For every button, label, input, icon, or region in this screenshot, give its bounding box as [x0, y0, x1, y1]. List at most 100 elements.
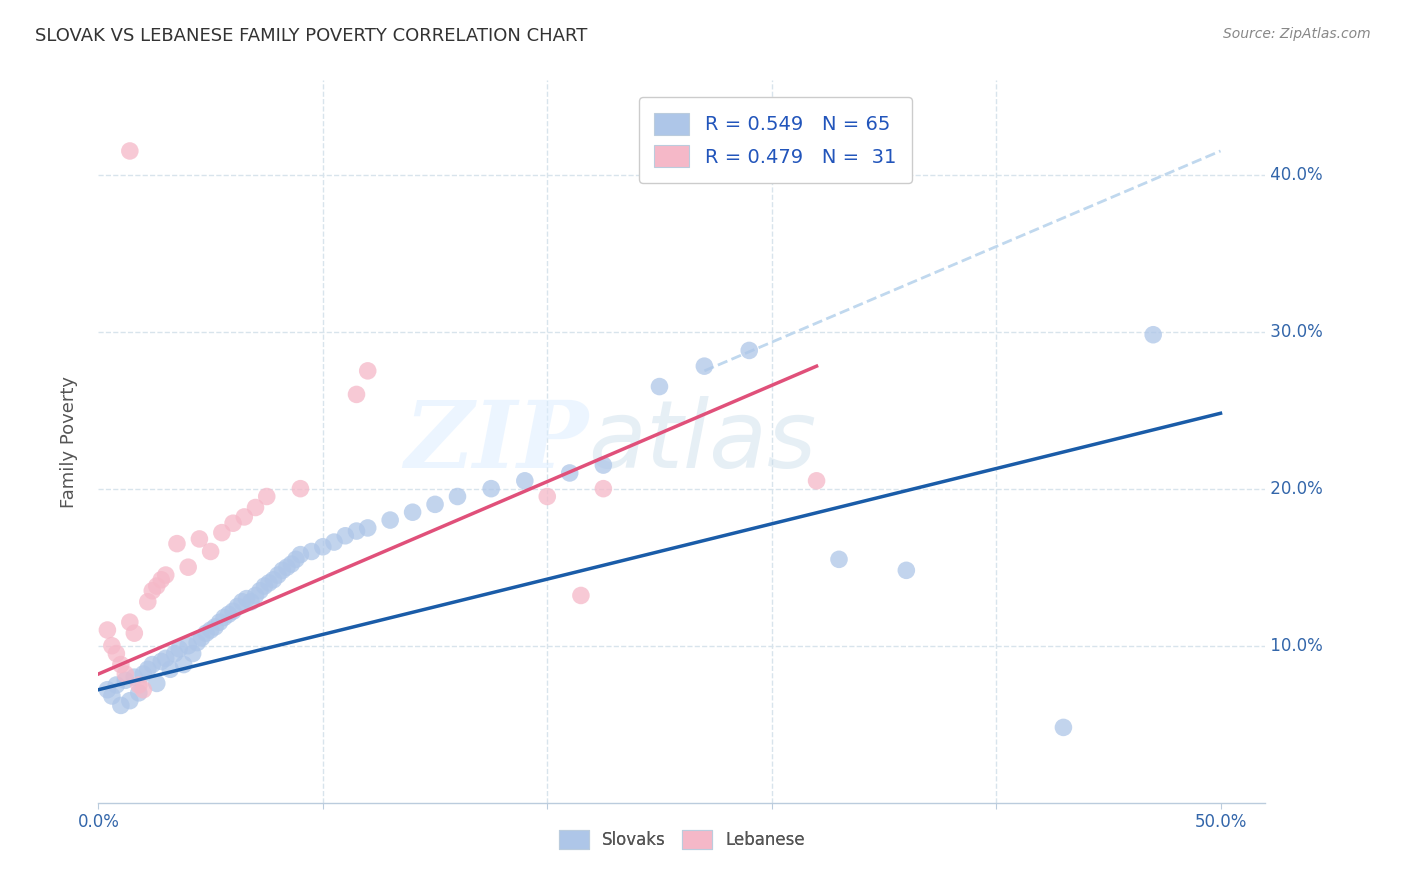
Point — [253, 579, 276, 593]
Point — [105, 647, 128, 661]
Point — [222, 516, 245, 531]
Point — [271, 563, 294, 577]
Point — [513, 474, 536, 488]
Point — [155, 568, 177, 582]
Text: 20.0%: 20.0% — [1265, 480, 1323, 498]
Point — [212, 610, 235, 624]
Point — [423, 497, 446, 511]
Point — [101, 639, 124, 653]
Point — [211, 525, 233, 540]
Point — [136, 662, 159, 676]
Point — [118, 694, 141, 708]
Point — [828, 552, 851, 566]
Legend: Slovaks, Lebanese: Slovaks, Lebanese — [553, 823, 811, 856]
Point — [118, 615, 141, 630]
Point — [276, 560, 298, 574]
Point — [257, 575, 280, 590]
Point — [163, 647, 186, 661]
Point — [159, 662, 181, 676]
Point — [569, 589, 592, 603]
Point — [323, 535, 346, 549]
Point — [693, 359, 716, 373]
Point — [188, 532, 211, 546]
Point — [226, 599, 249, 614]
Point — [401, 505, 423, 519]
Point — [204, 620, 226, 634]
Point — [592, 482, 614, 496]
Point — [114, 667, 136, 681]
Point — [380, 513, 402, 527]
Text: atlas: atlas — [589, 396, 817, 487]
Point — [166, 536, 188, 550]
Point — [290, 482, 312, 496]
Point — [346, 524, 368, 538]
Point — [222, 604, 245, 618]
Point — [245, 500, 267, 515]
Point — [896, 563, 918, 577]
Point — [150, 573, 173, 587]
Point — [136, 595, 159, 609]
Point — [114, 673, 136, 688]
Point — [536, 490, 558, 504]
Point — [558, 466, 581, 480]
Point — [357, 521, 380, 535]
Point — [245, 589, 267, 603]
Point — [181, 647, 204, 661]
Point — [124, 670, 146, 684]
Point — [648, 379, 671, 393]
Point — [110, 698, 132, 713]
Point — [806, 474, 828, 488]
Point — [231, 595, 253, 609]
Point — [96, 623, 118, 637]
Point — [177, 639, 200, 653]
Point — [167, 641, 190, 656]
Point — [128, 678, 150, 692]
Point — [190, 631, 212, 645]
Point — [155, 651, 177, 665]
Point — [235, 591, 257, 606]
Text: SLOVAK VS LEBANESE FAMILY POVERTY CORRELATION CHART: SLOVAK VS LEBANESE FAMILY POVERTY CORREL… — [35, 27, 588, 45]
Point — [284, 552, 307, 566]
Point — [1142, 327, 1164, 342]
Point — [200, 544, 222, 558]
Point — [240, 595, 263, 609]
Point — [96, 682, 118, 697]
Point — [738, 343, 761, 358]
Text: ZIP: ZIP — [405, 397, 589, 486]
Point — [101, 689, 124, 703]
Point — [200, 623, 222, 637]
Point — [335, 529, 357, 543]
Point — [208, 615, 231, 630]
Point — [312, 540, 335, 554]
Point — [290, 548, 312, 562]
Point — [256, 490, 278, 504]
Point — [592, 458, 614, 472]
Point — [301, 544, 323, 558]
Point — [110, 657, 132, 672]
Point — [357, 364, 380, 378]
Point — [146, 676, 169, 690]
Text: 40.0%: 40.0% — [1265, 166, 1323, 184]
Point — [262, 573, 284, 587]
Point — [177, 560, 200, 574]
Text: 10.0%: 10.0% — [1265, 637, 1323, 655]
Point — [280, 557, 302, 571]
Y-axis label: Family Poverty: Family Poverty — [59, 376, 77, 508]
Point — [233, 510, 256, 524]
Text: 30.0%: 30.0% — [1265, 323, 1323, 341]
Point — [132, 682, 155, 697]
Point — [141, 657, 163, 672]
Point — [249, 583, 271, 598]
Point — [479, 482, 502, 496]
Point — [128, 686, 150, 700]
Point — [132, 667, 155, 681]
Point — [150, 655, 173, 669]
Point — [173, 657, 195, 672]
Point — [267, 568, 290, 582]
Point — [218, 607, 240, 622]
Point — [146, 579, 169, 593]
Text: Source: ZipAtlas.com: Source: ZipAtlas.com — [1223, 27, 1371, 41]
Point — [446, 490, 468, 504]
Point — [124, 626, 146, 640]
Point — [1052, 720, 1074, 734]
